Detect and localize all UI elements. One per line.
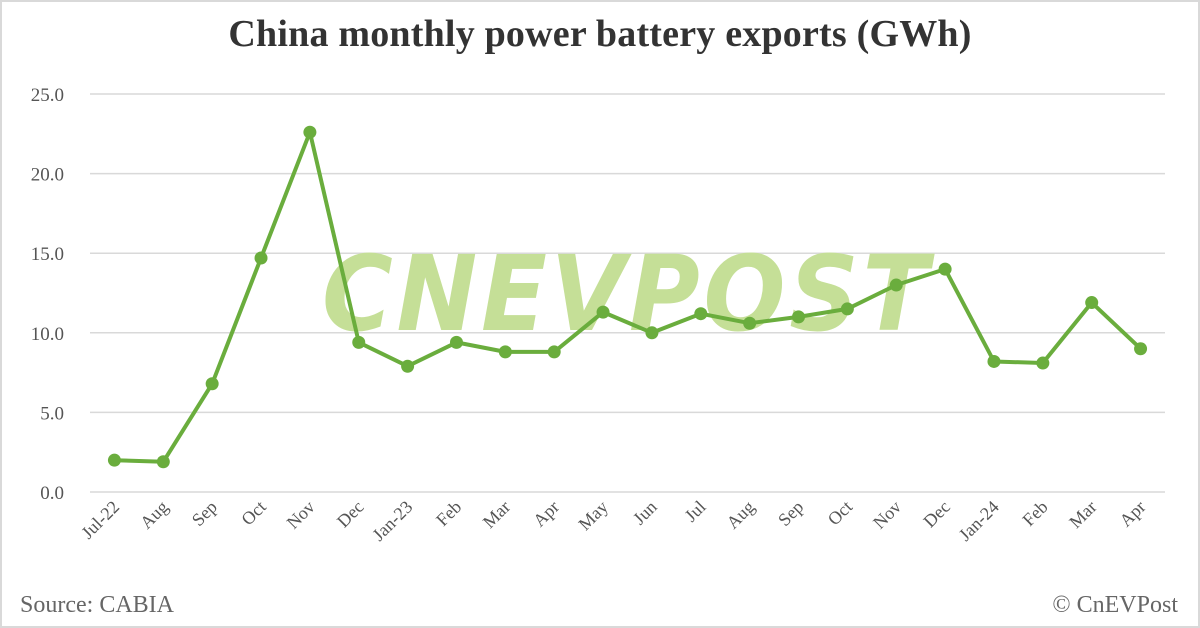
x-tick-label: Nov xyxy=(283,497,319,533)
data-point xyxy=(1134,342,1148,356)
x-tick-label: Oct xyxy=(824,497,857,530)
x-tick-label: Sep xyxy=(774,497,807,530)
source-note: Source: CABIA xyxy=(20,592,174,618)
data-point xyxy=(449,335,463,349)
copyright-note: © CnEVPost xyxy=(1052,592,1178,618)
data-point xyxy=(596,305,610,319)
data-point xyxy=(303,125,317,139)
x-tick-label: Feb xyxy=(1018,497,1051,530)
data-point xyxy=(205,377,219,391)
x-tick-label: Oct xyxy=(237,497,270,530)
y-tick-label: 10.0 xyxy=(31,324,64,345)
data-point xyxy=(645,326,659,340)
data-point xyxy=(156,455,170,469)
x-tick-label: Feb xyxy=(432,497,465,530)
x-tick-label: Jan-24 xyxy=(955,497,1003,545)
data-point xyxy=(401,359,415,373)
x-tick-label: Jan-23 xyxy=(368,497,416,545)
data-series xyxy=(107,125,1148,469)
y-tick-label: 20.0 xyxy=(31,165,64,186)
x-tick-label: Apr xyxy=(529,497,563,531)
x-tick-label: Sep xyxy=(188,497,221,530)
data-point xyxy=(498,345,512,359)
y-tick-label: 15.0 xyxy=(31,244,64,265)
data-point xyxy=(889,278,903,292)
data-point xyxy=(792,310,806,324)
y-tick-label: 25.0 xyxy=(31,85,64,106)
y-tick-label: 5.0 xyxy=(40,403,64,424)
x-tick-label: Jul xyxy=(681,497,710,526)
data-point xyxy=(547,345,561,359)
x-tick-label: May xyxy=(574,497,611,534)
x-tick-label: Apr xyxy=(1115,497,1149,531)
x-axis-ticks: Jul-22 Aug Sep Oct Nov Dec Jan-23 Feb Mar Apr May J… xyxy=(77,497,1149,545)
data-point xyxy=(254,251,268,265)
data-point xyxy=(694,307,708,321)
x-tick-label: Dec xyxy=(333,497,368,532)
x-tick-label: Jul-22 xyxy=(77,497,123,543)
x-tick-label: Mar xyxy=(1065,497,1100,532)
data-point xyxy=(987,354,1001,368)
x-tick-label: Aug xyxy=(136,497,172,533)
data-point xyxy=(107,453,121,467)
data-point xyxy=(743,316,757,330)
chart-title: China monthly power battery exports (GWh… xyxy=(228,13,972,55)
data-point xyxy=(840,302,854,316)
x-tick-label: Aug xyxy=(722,497,758,533)
data-point xyxy=(938,262,952,276)
x-tick-label: Mar xyxy=(479,497,514,532)
y-tick-label: 0.0 xyxy=(40,483,64,504)
x-tick-label: Nov xyxy=(869,497,905,533)
y-axis-ticks: 0.0 5.0 10.0 15.0 20.0 25.0 xyxy=(31,85,64,504)
data-point xyxy=(1036,356,1050,370)
x-tick-label: Jun xyxy=(629,497,661,529)
series-line xyxy=(114,130,1142,464)
data-point xyxy=(1085,296,1099,310)
watermark: CNEVPOST xyxy=(322,233,935,355)
data-point xyxy=(352,335,366,349)
gridlines xyxy=(90,93,1165,493)
x-tick-label: Dec xyxy=(919,497,954,532)
